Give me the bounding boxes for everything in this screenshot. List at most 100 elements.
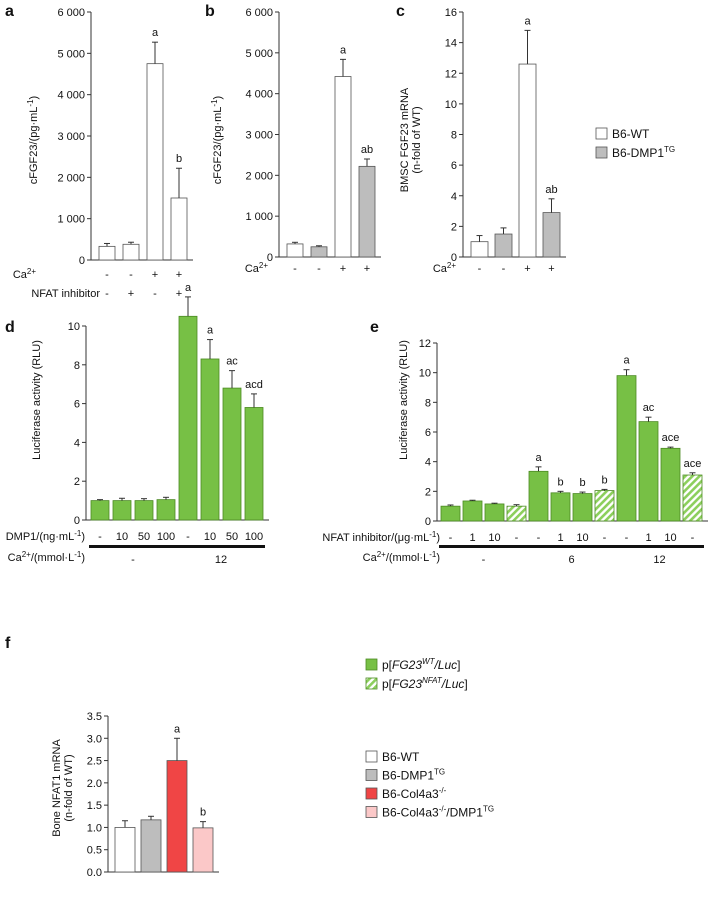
panel-c-row1-label: Ca2+ (433, 261, 457, 275)
significance-label: a (535, 452, 542, 464)
legend-swatch (365, 806, 378, 818)
bar (334, 76, 352, 258)
bar (470, 241, 489, 258)
y-tick-label: 16 (445, 7, 457, 19)
condition-value: 10 (664, 532, 676, 544)
y-tick-label: 10 (419, 368, 431, 380)
group-bar (439, 545, 528, 548)
panel-b-row1-label: Ca2+ (245, 261, 269, 275)
condition-value: - (449, 532, 453, 544)
condition-value: - (625, 532, 629, 544)
panel-c-ylabel-line2: (n-fold of WT) (411, 106, 423, 173)
condition-value: + (524, 263, 530, 275)
panel-e-row2-label: Ca2+/(mmol·L-1) (363, 550, 440, 564)
y-tick-label: 3 000 (245, 130, 273, 142)
significance-label: b (557, 476, 563, 488)
y-tick-label: 4 (74, 437, 80, 449)
legend-label: B6-DMP1TG (612, 145, 675, 160)
y-tick-label: 1.5 (87, 800, 102, 812)
panel-e: e Luciferase activity (RLU) 0 2 4 6 8 10 12 a b b… (322, 319, 708, 566)
legend-swatch (365, 677, 378, 690)
bar (170, 197, 188, 261)
bar (310, 246, 328, 258)
bar (90, 500, 110, 521)
y-tick-label: 0 (451, 252, 457, 264)
significance-label: ac (643, 402, 655, 414)
panel-f-ylabel-line1: Bone NFAT1 mRNA (51, 739, 63, 837)
condition-value: + (176, 269, 182, 281)
panel-e-condition-rows: -1 10- -1 10- -1 10 -- 6 12 (439, 532, 704, 566)
significance-label: a (185, 282, 192, 294)
panel-f-letter: f (5, 635, 11, 652)
y-tick-label: 2 000 (245, 170, 273, 182)
bar (358, 165, 376, 258)
bar (134, 500, 154, 521)
bar (660, 447, 681, 522)
group-label: - (482, 554, 486, 566)
condition-value: - (129, 269, 133, 281)
group-label: 6 (568, 554, 574, 566)
legend-luciferase-construct: p[FG23WT/Luc] p[FG23NFAT/Luc] (365, 657, 468, 691)
y-tick-label: 6 (74, 399, 80, 411)
y-tick-label: 0 (79, 255, 85, 267)
panel-a-condition-rows: - - + + - + - + (105, 269, 182, 300)
panel-d-row2-label: Ca2+/(mmol·L-1) (8, 550, 85, 564)
significance-label: b (200, 807, 206, 819)
y-tick-label: 6 (425, 427, 431, 439)
panel-b-letter: b (205, 3, 215, 20)
condition-value: + (548, 263, 554, 275)
bar (518, 63, 537, 258)
condition-value: - (98, 531, 102, 543)
y-tick-label: 3.5 (87, 711, 102, 723)
condition-value: - (603, 532, 607, 544)
chart-f-plot: 0.0 0.5 1.0 1.5 2.0 2.5 3.0 3.5 a b (87, 711, 219, 879)
legend-label: p[FG23NFAT/Luc] (382, 676, 468, 691)
y-tick-label: 12 (419, 338, 431, 350)
bar (682, 474, 703, 522)
panel-c-letter: c (396, 3, 405, 20)
panel-d: d Luciferase activity (RLU) 0 2 4 6 8 10 a a aca… (5, 282, 269, 566)
y-tick-label: 3.0 (87, 733, 102, 745)
chart-b-plot: 0 1 000 2 000 3 000 4 000 5 000 6 000 a ab (245, 7, 381, 264)
condition-value: - (317, 263, 321, 275)
condition-value: 1 (645, 532, 651, 544)
bar (286, 243, 304, 258)
legend-genotype-top: B6-WT B6-DMP1TG (595, 127, 675, 160)
y-tick-label: 4 000 (245, 89, 273, 101)
y-tick-label: 2 (425, 486, 431, 498)
legend-label: B6-Col4a3-/- (382, 786, 447, 801)
panel-e-letter: e (370, 319, 379, 336)
y-tick-label: 0 (74, 515, 80, 527)
bar (550, 492, 571, 522)
y-tick-label: 5 000 (57, 48, 85, 60)
significance-label: ace (662, 432, 680, 444)
condition-value: + (340, 263, 346, 275)
y-tick-label: 0 (267, 252, 273, 264)
chart-a-plot: 0 1 000 2 000 3 000 4 000 5 000 6 000 a b (57, 7, 193, 267)
y-tick-label: 4 (425, 457, 431, 469)
legend-label: p[FG23WT/Luc] (382, 657, 461, 672)
condition-value: - (691, 532, 695, 544)
legend-swatch (595, 146, 608, 159)
group-label: - (131, 554, 135, 566)
condition-value: + (152, 269, 158, 281)
panel-e-ylabel: Luciferase activity (RLU) (398, 340, 410, 460)
panel-f: f Bone NFAT1 mRNA (n-fold of WT) 0.0 0.5 1… (5, 635, 219, 879)
bar (572, 493, 593, 522)
bar (528, 470, 549, 522)
y-tick-label: 6 000 (57, 7, 85, 19)
bar (594, 490, 615, 522)
panel-a-ylabel: cFGF23/(pg·mL-1) (26, 96, 40, 184)
condition-value: 10 (488, 532, 500, 544)
bar (616, 375, 637, 522)
group-bar (89, 545, 177, 548)
legend-label: B6-DMP1TG (382, 768, 445, 783)
condition-value: 10 (116, 531, 128, 543)
bar (244, 407, 264, 521)
legend-genotype-bottom: B6-WT B6-DMP1TG B6-Col4a3-/- B6-Col4a3-/-/D… (365, 750, 494, 820)
condition-value: 100 (157, 531, 175, 543)
bar (200, 358, 220, 521)
y-tick-label: 0 (425, 516, 431, 528)
bar (192, 827, 214, 873)
group-label: 12 (653, 554, 665, 566)
